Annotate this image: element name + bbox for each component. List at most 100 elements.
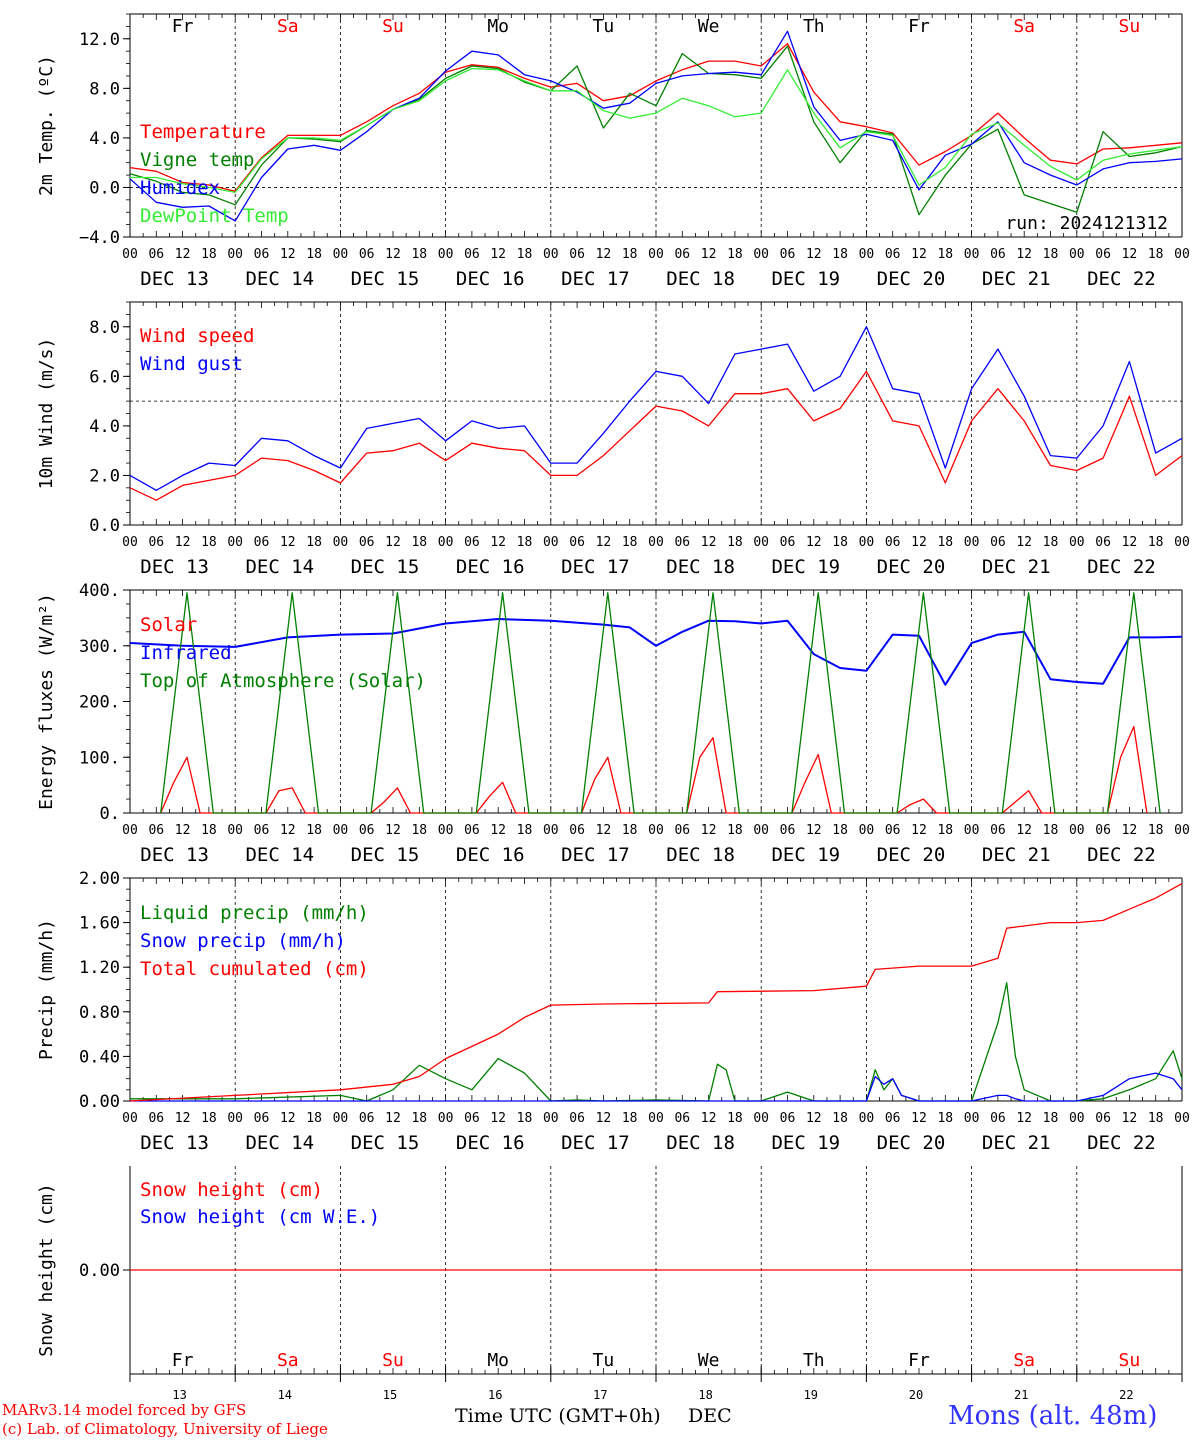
day-name-bottom: Mo — [487, 1350, 509, 1371]
date-label: DEC 13 — [140, 1132, 209, 1154]
hour-tick-label: 12 — [806, 535, 822, 550]
day-name: Sa — [277, 16, 299, 37]
series-line-top-of-atmosphere-solar- — [160, 592, 1161, 814]
day-name-bottom: Sa — [1013, 1350, 1035, 1371]
hour-tick-label: 00 — [1174, 247, 1190, 262]
hour-tick-label: 06 — [359, 823, 375, 838]
hour-tick-label: 18 — [517, 1111, 533, 1126]
hour-tick-label: 06 — [464, 535, 480, 550]
hour-tick-label: 12 — [1122, 1111, 1138, 1126]
date-label: DEC 20 — [877, 1132, 946, 1154]
hour-tick-label: 18 — [937, 823, 953, 838]
hour-tick-label: 00 — [227, 247, 243, 262]
hour-tick-label: 00 — [859, 823, 875, 838]
date-label: DEC 19 — [771, 268, 840, 290]
hour-tick-label: 12 — [490, 247, 506, 262]
date-label: DEC 17 — [561, 844, 630, 866]
hour-tick-label: 06 — [148, 823, 164, 838]
hour-tick-label: 06 — [1095, 823, 1111, 838]
date-label: DEC 16 — [456, 844, 525, 866]
hour-tick-label: 00 — [543, 1111, 559, 1126]
hour-tick-label: 12 — [1122, 247, 1138, 262]
hour-tick-label: 06 — [885, 535, 901, 550]
hour-tick-label: 12 — [385, 823, 401, 838]
hour-tick-label: 06 — [569, 1111, 585, 1126]
hour-tick-label: 12 — [385, 247, 401, 262]
y-tick-label: 8.0 — [89, 79, 120, 99]
y-tick-label: 200. — [79, 693, 120, 713]
hour-tick-label: 12 — [596, 247, 612, 262]
hour-tick-label: 12 — [596, 823, 612, 838]
hour-tick-label: 06 — [885, 1111, 901, 1126]
date-label: DEC 20 — [877, 268, 946, 290]
hour-tick-label: 18 — [517, 535, 533, 550]
date-label: DEC 22 — [1087, 844, 1156, 866]
date-label: DEC 13 — [140, 556, 209, 578]
legend-entry: Humidex — [140, 177, 220, 199]
date-label: DEC 14 — [245, 844, 314, 866]
date-label: DEC 13 — [140, 268, 209, 290]
day-number: 15 — [383, 1388, 397, 1402]
hour-tick-label: 00 — [333, 1111, 349, 1126]
date-label: DEC 15 — [351, 556, 420, 578]
hour-tick-label: 00 — [964, 823, 980, 838]
hour-tick-label: 00 — [333, 535, 349, 550]
date-label: DEC 19 — [771, 1132, 840, 1154]
hour-tick-label: 18 — [1043, 823, 1059, 838]
hour-tick-label: 00 — [859, 247, 875, 262]
date-label: DEC 15 — [351, 268, 420, 290]
hour-tick-label: 06 — [148, 247, 164, 262]
series-line-wind-speed — [129, 370, 1183, 501]
hour-tick-label: 00 — [227, 1111, 243, 1126]
hour-tick-label: 06 — [885, 247, 901, 262]
series-line-vigne-temp — [129, 45, 1183, 216]
hour-tick-label: 00 — [648, 1111, 664, 1126]
hour-tick-label: 12 — [911, 823, 927, 838]
legend-entry: Top of Atmosphere (Solar) — [140, 670, 426, 692]
hour-tick-label: 06 — [1095, 1111, 1111, 1126]
date-label: DEC 17 — [561, 268, 630, 290]
legend-entry: Snow height (cm) — [140, 1179, 323, 1201]
hour-tick-label: 06 — [780, 247, 796, 262]
date-label: DEC 15 — [351, 1132, 420, 1154]
hour-tick-label: 06 — [359, 535, 375, 550]
hour-tick-label: 18 — [937, 247, 953, 262]
hour-tick-label: 18 — [306, 247, 322, 262]
hour-tick-label: 06 — [674, 1111, 690, 1126]
y-tick-label: 0. — [100, 804, 120, 824]
hour-tick-label: 06 — [780, 823, 796, 838]
hour-tick-label: 12 — [701, 1111, 717, 1126]
hour-tick-label: 12 — [175, 823, 191, 838]
hour-tick-label: 18 — [622, 1111, 638, 1126]
hour-tick-label: 00 — [227, 823, 243, 838]
hour-tick-label: 12 — [1122, 535, 1138, 550]
hour-tick-label: 12 — [385, 535, 401, 550]
hour-tick-label: 00 — [964, 247, 980, 262]
hour-tick-label: 06 — [674, 535, 690, 550]
hour-tick-label: 18 — [622, 247, 638, 262]
y-axis-label: Precip (mm/h) — [36, 919, 57, 1060]
day-name: Mo — [487, 16, 509, 37]
date-label: DEC 20 — [877, 844, 946, 866]
hour-tick-label: 18 — [622, 535, 638, 550]
day-name: Fr — [172, 16, 194, 37]
day-number: 21 — [1014, 1388, 1028, 1402]
hour-tick-label: 18 — [306, 535, 322, 550]
hour-tick-label: 00 — [648, 823, 664, 838]
date-label: DEC 13 — [140, 844, 209, 866]
hour-tick-label: 18 — [727, 247, 743, 262]
hour-tick-label: 06 — [674, 247, 690, 262]
y-tick-label: 4.0 — [89, 417, 120, 437]
hour-tick-label: 00 — [438, 1111, 454, 1126]
hour-tick-label: 18 — [832, 247, 848, 262]
hour-tick-label: 06 — [990, 535, 1006, 550]
series-line-total-cumulated-cm- — [129, 883, 1183, 1102]
date-label: DEC 15 — [351, 844, 420, 866]
hour-tick-label: 18 — [411, 823, 427, 838]
hour-tick-label: 06 — [990, 247, 1006, 262]
hour-tick-label: 12 — [1016, 823, 1032, 838]
hour-tick-label: 18 — [1148, 823, 1164, 838]
hour-tick-label: 18 — [306, 823, 322, 838]
day-name-bottom: Fr — [172, 1350, 194, 1371]
